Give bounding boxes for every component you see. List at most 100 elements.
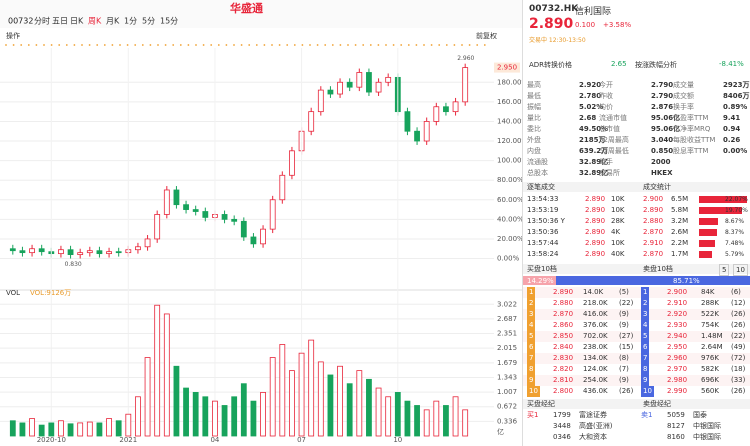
marker-dot	[225, 44, 228, 46]
broker-row: 买1 1799 富途证券 卖1 5059 国泰	[523, 410, 750, 421]
bid-qty: 218.0K	[583, 299, 608, 307]
ask-count: (18)	[731, 365, 746, 373]
volume-bar	[433, 400, 440, 437]
trade-qty: 40K	[611, 250, 625, 258]
candle-body	[269, 199, 276, 230]
ask-count: (72)	[731, 354, 746, 362]
bid-qty: 254.0K	[583, 376, 608, 384]
stat-label: 委比	[527, 125, 541, 133]
stat-price: 2.880	[643, 217, 664, 225]
vol-unit: 亿	[497, 427, 504, 436]
volume-bar	[86, 421, 93, 437]
bid-qty: 416.0K	[583, 310, 608, 318]
marker-dot	[43, 44, 45, 46]
high-label: 2.960	[457, 55, 474, 62]
depth-button[interactable]: 10	[733, 264, 748, 276]
ask-price: 2.940	[667, 332, 688, 340]
x-tick-label: 04	[210, 436, 219, 444]
tab[interactable]: 1分	[124, 17, 137, 26]
bid-level: 10	[527, 386, 540, 397]
candle-body	[433, 106, 440, 122]
ask-count: (33)	[731, 376, 746, 384]
ask-qty: 754K	[701, 321, 719, 329]
volume-bar	[212, 400, 218, 437]
ask-count: (6)	[731, 288, 741, 296]
marker-dot	[27, 44, 30, 46]
stat-price: 2.910	[643, 239, 664, 247]
bid-price: 2.840	[553, 343, 574, 351]
stat-label: 量比	[527, 114, 541, 122]
marker-dot	[5, 44, 7, 46]
volume-bar	[279, 344, 286, 437]
adr-label: ADR转换价格	[529, 61, 573, 69]
volume-bar	[394, 392, 401, 437]
marker-dot	[392, 44, 395, 46]
bid-count: (7)	[619, 365, 629, 373]
ask-price: 2.930	[667, 321, 688, 329]
trade-row: 13:50:36 Y 2.890 28K 2.880 3.2M 8.67%	[523, 216, 750, 227]
ask-qty: 582K	[701, 365, 719, 373]
trade-row: 13:50:36 2.890 4K 2.870 2.6M 8.37%	[523, 227, 750, 238]
ask-level: 4	[641, 320, 650, 331]
depth-button[interactable]: 5	[719, 264, 730, 276]
change-pct: +3.58%	[603, 21, 632, 29]
bid-qty: 134.0K	[583, 354, 608, 362]
stat-value: 0.94	[723, 125, 741, 133]
stat-row: 量比 2.68 流通市值 95.06亿 市盈率TTM 9.41	[523, 113, 750, 124]
adjust-label[interactable]: 前复权	[476, 31, 497, 40]
candle-body	[86, 250, 93, 254]
marker-dot	[119, 44, 121, 46]
marker-dot	[134, 44, 137, 46]
stat-label: 每股收益TTM	[673, 136, 716, 144]
trade-price: 2.890	[585, 195, 606, 203]
tab[interactable]: 五日	[52, 17, 68, 26]
ask-qty: 522K	[701, 310, 719, 318]
candle-body	[375, 81, 382, 93]
bid-price: 2.850	[553, 332, 574, 340]
bid-pct: 14.29%	[527, 277, 554, 285]
y-tick-label: 160.00%	[497, 98, 522, 106]
volume-bar	[337, 365, 343, 437]
vol-title: VOL	[6, 289, 20, 297]
candle-body	[221, 214, 228, 220]
trade-row: 13:54:33 2.890 10K 2.900 6.5M 22.07%	[523, 194, 750, 205]
tab[interactable]: 5分	[142, 17, 155, 26]
tab[interactable]: 日K	[70, 17, 84, 26]
bid-qty: 124.0K	[583, 365, 608, 373]
volume-bar	[29, 418, 35, 437]
candle-body	[356, 72, 363, 88]
bid-qty: 14.0K	[583, 288, 604, 296]
stat-pct: 19.70%	[725, 207, 748, 214]
ask-count: (49)	[731, 343, 746, 351]
stat-row: 内盘 639.2万 52周最低 0.850 股息率TTM 0.00%	[523, 146, 750, 157]
volume-bar	[366, 378, 372, 437]
tab[interactable]: 周K	[88, 17, 102, 26]
stat-label: 最低	[527, 92, 541, 100]
tab[interactable]: 15分	[160, 17, 178, 26]
trade-qty: 10K	[611, 206, 625, 214]
marker-dot	[202, 44, 205, 46]
stat-value: 49.50%	[579, 125, 609, 133]
tab[interactable]: 分时	[34, 16, 50, 26]
marker-dot	[400, 44, 403, 46]
candle-body	[163, 189, 170, 215]
ask-ratio-bar	[555, 276, 750, 285]
marker-dot	[65, 44, 68, 46]
status: 交易中 12:30-13:50	[529, 37, 586, 44]
stat-label: 均价	[599, 103, 613, 111]
ask-price: 2.910	[667, 299, 688, 307]
stat-label: 成交量	[673, 81, 694, 89]
stat-bar	[699, 196, 747, 203]
stat-bar	[699, 218, 718, 225]
ask-count: (26)	[731, 321, 746, 329]
stat-value: 2923万	[723, 81, 750, 89]
ask-level: 2	[641, 298, 650, 309]
tab[interactable]: 月K	[106, 17, 120, 26]
bid-qty: 376.0K	[583, 321, 608, 329]
stat-pct: 5.79%	[725, 251, 745, 258]
volume-bar	[192, 392, 199, 437]
candle-body	[289, 150, 295, 176]
y-tick-label: 80.00%	[497, 176, 522, 184]
stat-label: 流通股	[527, 158, 548, 166]
